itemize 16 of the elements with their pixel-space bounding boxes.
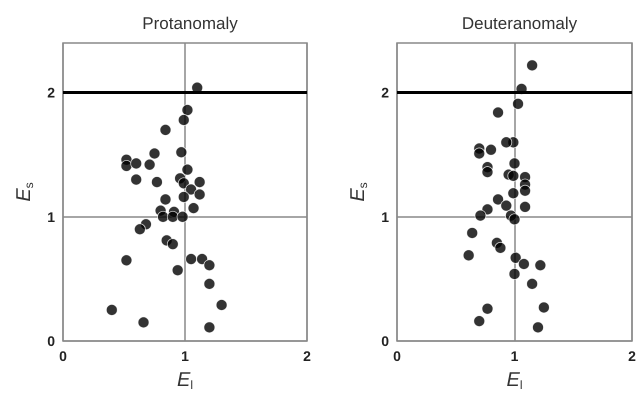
chart-title: Protanomaly bbox=[142, 14, 238, 33]
y-tick-label: 1 bbox=[47, 208, 56, 225]
y-tick-label: 2 bbox=[381, 84, 390, 101]
y-tick-label: 0 bbox=[381, 333, 390, 349]
x-tick-label: 0 bbox=[393, 348, 402, 364]
y-axis-title: Es bbox=[13, 182, 36, 202]
chart-title: Deuteranomaly bbox=[462, 14, 578, 33]
x-tick-label: 1 bbox=[181, 348, 190, 364]
y-tick-label: 0 bbox=[47, 333, 56, 349]
y-tick-label: 2 bbox=[47, 84, 56, 101]
y-tick-label: 1 bbox=[381, 208, 390, 225]
x-tick-label: 2 bbox=[303, 348, 312, 364]
y-axis-title: Es bbox=[347, 182, 370, 202]
x-tick-label: 1 bbox=[510, 348, 519, 364]
x-tick-label: 2 bbox=[628, 348, 636, 364]
x-tick-label: 0 bbox=[59, 348, 68, 364]
